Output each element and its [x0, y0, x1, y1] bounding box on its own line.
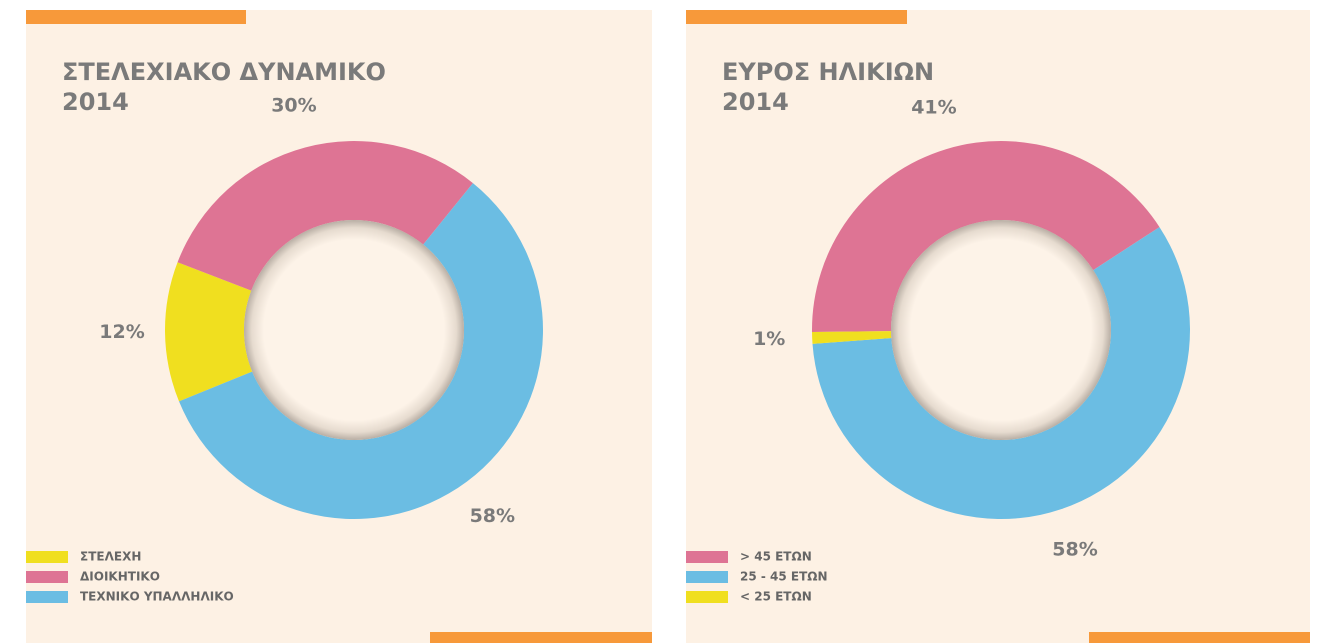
legend-swatch	[686, 591, 728, 603]
legend-swatch	[26, 571, 68, 583]
chart-subtitle: 2014	[722, 88, 789, 116]
legend-label: > 45 ΕΤΩΝ	[740, 550, 812, 564]
legend-label: ΤΕΧΝΙΚΟ ΥΠΑΛΛΗΛΙΚΟ	[80, 590, 234, 604]
legend-swatch	[26, 591, 68, 603]
accent-bar	[1089, 632, 1310, 643]
donut-slice	[179, 183, 543, 519]
data-label: 30%	[271, 94, 316, 116]
donut-slice	[177, 141, 473, 291]
data-label: 1%	[753, 328, 785, 350]
accent-bar	[430, 632, 652, 643]
chart-subtitle: 2014	[62, 88, 129, 116]
legend-swatch	[686, 571, 728, 583]
data-label: 58%	[470, 505, 515, 527]
donut-slice	[812, 227, 1190, 519]
donut-slice	[165, 262, 253, 402]
data-label: 58%	[1052, 538, 1097, 560]
donut-slice	[812, 331, 892, 344]
data-label: 12%	[99, 321, 144, 343]
donut-slice	[812, 140, 1160, 332]
donut-hole	[244, 220, 464, 440]
accent-bar	[686, 10, 907, 24]
legend-label: ΣΤΕΛΕΧΗ	[80, 550, 141, 564]
chart-title: ΕΥΡΟΣ ΗΛΙΚΙΩΝ	[722, 58, 934, 86]
chart-title: ΣΤΕΛΕΧΙΑΚΟ ΔΥΝΑΜΙΚΟ	[62, 58, 386, 86]
legend-swatch	[686, 551, 728, 563]
legend-swatch	[26, 551, 68, 563]
legend-label: ΔΙΟΙΚΗΤΙΚΟ	[80, 570, 160, 584]
donut-hole	[891, 220, 1111, 440]
accent-bar	[26, 10, 246, 24]
legend-label: 25 - 45 ΕΤΩΝ	[740, 570, 828, 584]
legend-label: < 25 ΕΤΩΝ	[740, 590, 812, 604]
data-label: 41%	[911, 96, 956, 118]
